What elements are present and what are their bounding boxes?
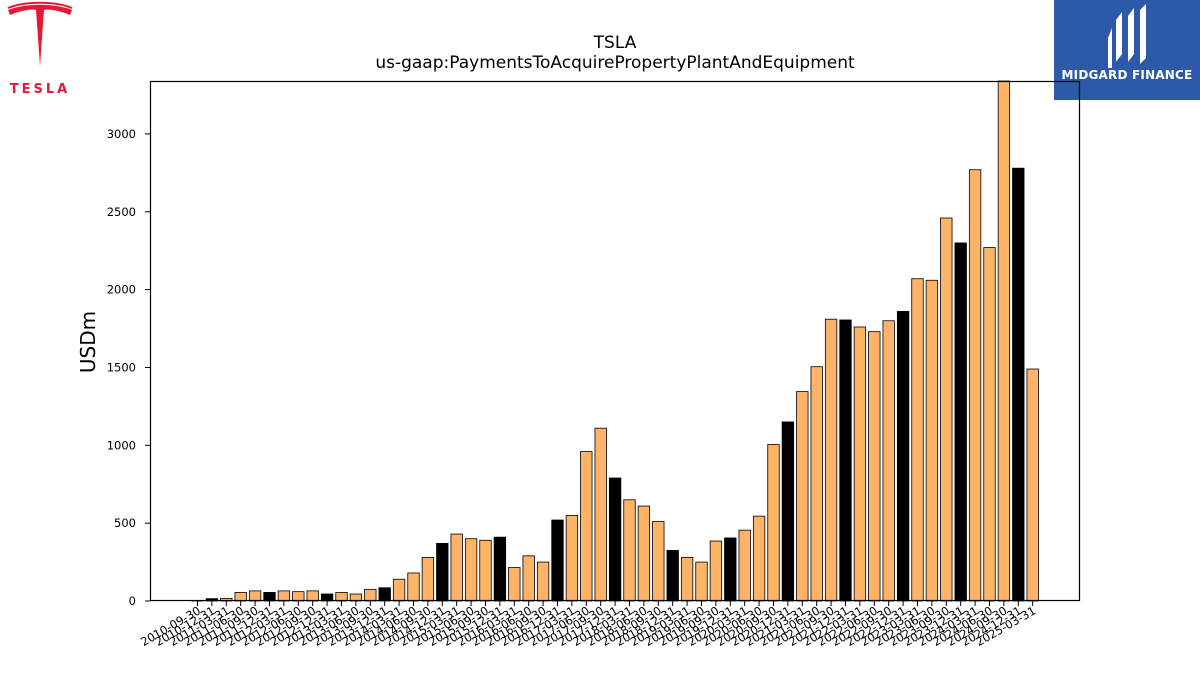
tesla-logo: TESLA [0, 0, 80, 100]
tesla-logo-text: TESLA [9, 82, 71, 97]
bar-2012-09-30 [306, 590, 319, 602]
y-tick-label: 1000 [107, 438, 136, 452]
bar-2018-09-30 [652, 521, 665, 602]
midgard-finance-logo: MIDGARD FINANCE [1054, 0, 1200, 100]
bar-2013-03-31 [335, 592, 348, 602]
bar-2014-12-31 [436, 543, 449, 602]
bar-2024-03-31 [968, 169, 982, 602]
y-tick-label: 0 [129, 594, 136, 608]
bar-2015-06-30 [464, 538, 478, 602]
bar-2011-12-31 [263, 592, 276, 602]
bar-2017-06-30 [580, 451, 593, 602]
bar-2022-09-30 [882, 320, 895, 602]
y-tick-label: 2500 [107, 205, 136, 219]
bar-2023-03-31 [911, 278, 924, 602]
bar-2015-03-31 [450, 533, 463, 602]
bar-2014-06-30 [407, 572, 420, 602]
bar-2020-03-31 [738, 529, 751, 602]
x-axis: 2010-09-302010-12-312011-03-312011-06-30… [138, 601, 1038, 649]
tesla-t-icon [7, 1, 73, 66]
bar-2020-12-31 [781, 421, 795, 602]
bar-2022-03-31 [853, 326, 867, 602]
bar-2021-09-30 [824, 318, 838, 602]
midgard-logo-text: MIDGARD FINANCE [1061, 68, 1193, 82]
y-tick-label: 1500 [107, 360, 136, 374]
y-tick-label: 3000 [107, 127, 136, 141]
chart-title: TSLA [593, 33, 637, 53]
bar-2021-03-31 [796, 391, 809, 602]
bar-2020-09-30 [767, 444, 780, 602]
y-tick-label: 2000 [107, 283, 136, 297]
bar-2018-12-31 [666, 550, 679, 602]
bar-2012-06-30 [292, 591, 305, 602]
bar-2018-06-30 [637, 505, 651, 602]
bar-2016-06-30 [522, 555, 535, 602]
bar-2024-09-30 [997, 80, 1011, 602]
bar-2012-03-31 [277, 590, 291, 602]
bar-2011-06-30 [234, 592, 247, 602]
midgard-m-icon [1108, 4, 1146, 68]
bar-2017-12-31 [608, 477, 622, 602]
bar-2024-12-31 [1012, 167, 1025, 602]
y-tick-label: 500 [114, 516, 136, 530]
bar-2017-09-30 [594, 427, 607, 602]
bar-2016-12-31 [551, 519, 564, 602]
bar-2016-03-31 [508, 567, 521, 602]
bar-2022-12-31 [896, 311, 910, 602]
bar-2023-06-30 [925, 279, 939, 602]
bars-group [191, 80, 1039, 602]
chart-subtitle: us-gaap:PaymentsToAcquirePropertyPlantAn… [375, 53, 855, 73]
bar-2014-09-30 [421, 557, 435, 602]
bar-2014-03-31 [392, 578, 406, 602]
bar-2015-09-30 [479, 539, 492, 602]
bar-2019-06-30 [695, 561, 708, 602]
bar-2023-09-30 [940, 217, 953, 602]
y-axis: 0 500 1000 1500 2000 2500 3000 [107, 127, 150, 608]
bar-2016-09-30 [536, 561, 550, 602]
bar-2019-09-30 [709, 540, 723, 602]
bar-2021-06-30 [810, 366, 823, 602]
bar-2015-12-31 [493, 536, 507, 602]
bar-2018-03-31 [623, 499, 636, 602]
bar-2013-09-30 [364, 588, 377, 602]
bar-2025-03-31 [1026, 368, 1039, 602]
bar-2013-12-31 [378, 587, 391, 602]
bar-2022-06-30 [868, 331, 881, 602]
bar-2024-06-30 [983, 247, 996, 602]
bar-2011-09-30 [248, 590, 262, 602]
bar-2023-12-31 [954, 242, 967, 602]
plot-frame [149, 80, 1081, 602]
bar-2017-03-31 [565, 514, 579, 602]
bar-2019-12-31 [724, 537, 737, 602]
bar-2019-03-31 [680, 557, 694, 602]
bar-2021-12-31 [839, 319, 852, 602]
bar-2020-06-30 [752, 515, 766, 602]
